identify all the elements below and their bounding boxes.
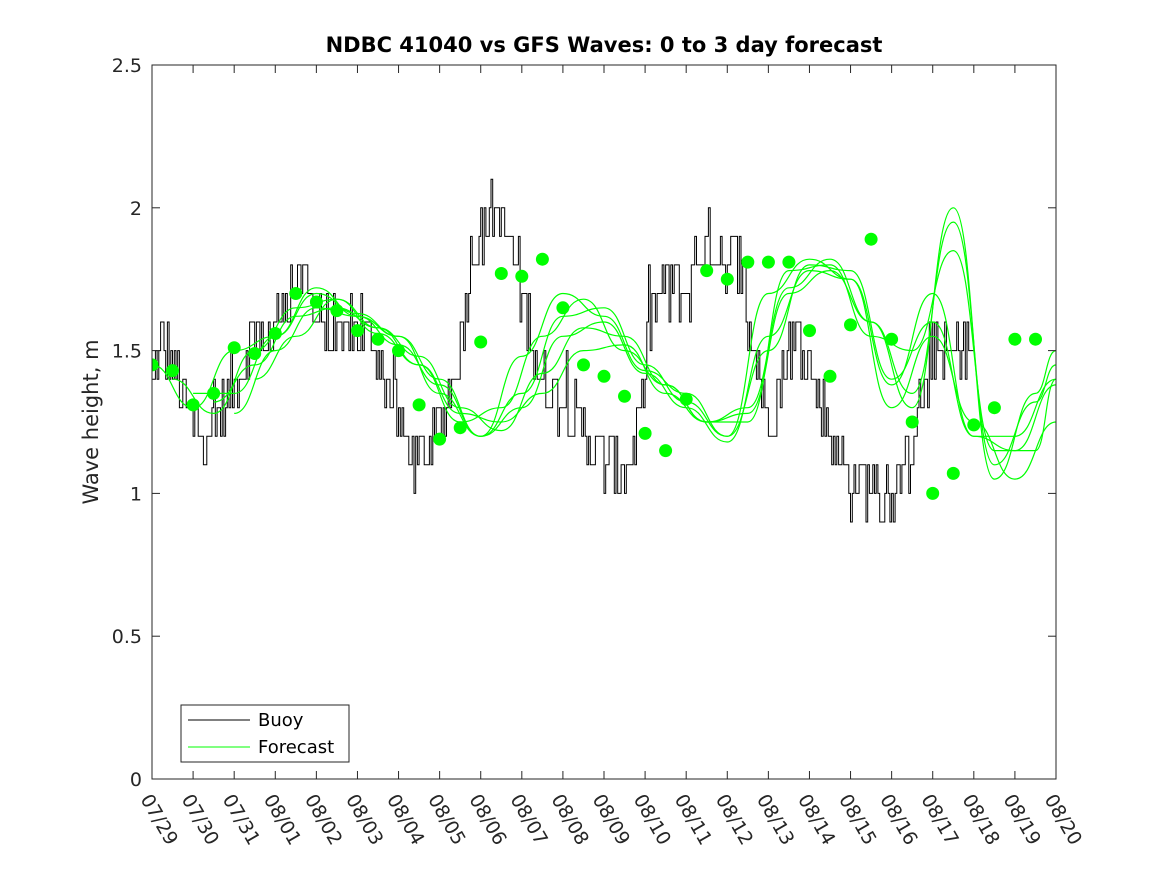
forecast-points (152, 232, 1042, 500)
y-tick-label: 1 (130, 483, 142, 505)
forecast-point (782, 255, 796, 269)
forecast-point (597, 369, 611, 383)
forecast-point (618, 389, 631, 403)
forecast-point (946, 466, 960, 480)
forecast-point (926, 486, 940, 500)
forecast-point (412, 398, 426, 412)
forecast-point (844, 318, 857, 332)
buoy-line (152, 178, 974, 523)
forecast-point (268, 327, 282, 340)
forecast-point (186, 398, 200, 412)
buoy-series (152, 178, 974, 523)
forecast-point (227, 341, 241, 355)
forecast-point (967, 418, 981, 432)
forecast-point (741, 255, 755, 269)
forecast-point (864, 232, 878, 246)
forecast-point (289, 287, 303, 300)
plot-area (151, 64, 1057, 780)
forecast-point (494, 267, 508, 280)
forecast-point (638, 426, 652, 440)
forecast-point (351, 324, 364, 338)
forecast-line (193, 264, 1056, 452)
y-axis-label: Wave height, m (79, 339, 103, 504)
legend-buoy-label: Buoy (258, 710, 304, 731)
legend-forecast-label: Forecast (258, 737, 334, 758)
forecast-point (433, 432, 447, 446)
forecast-point (700, 264, 714, 278)
y-tick-label: 1.5 (112, 341, 142, 363)
forecast-point (720, 272, 734, 286)
y-axis: 0 0.5 1 1.5 2 2.5 (112, 55, 1056, 791)
forecast-point (987, 401, 1001, 415)
forecast-point (761, 255, 775, 269)
forecast-point (309, 295, 323, 309)
forecast-point (823, 369, 837, 383)
y-tick-label: 2 (130, 198, 142, 220)
forecast-point (556, 301, 570, 315)
forecast-line (234, 269, 1056, 443)
forecast-point (474, 335, 488, 349)
forecast-point (207, 386, 221, 400)
forecast-line (152, 258, 1056, 480)
y-tick-label: 0 (130, 769, 142, 791)
forecast-point (152, 358, 159, 372)
forecast-line (254, 207, 1056, 480)
chart-title: NDBC 41040 vs GFS Waves: 0 to 3 day fore… (326, 33, 883, 57)
forecast-point (166, 364, 179, 378)
legend: Buoy Forecast (180, 704, 350, 763)
forecast-point (1008, 332, 1022, 346)
forecast-point (577, 358, 590, 372)
forecast-point (515, 269, 529, 283)
legend-box (180, 704, 350, 763)
forecast-point (1029, 332, 1042, 346)
forecast-point (453, 421, 467, 435)
forecast-point (330, 304, 344, 318)
forecast-point (535, 252, 549, 266)
y-tick-label: 2.5 (112, 55, 142, 77)
forecast-point (803, 324, 816, 338)
y-tick-label: 0.5 (112, 626, 142, 648)
forecast-point (392, 344, 405, 358)
forecast-point (371, 332, 385, 346)
forecast-point (679, 392, 693, 406)
forecast-point (659, 444, 673, 458)
forecast-point (248, 347, 262, 360)
forecast-point (905, 415, 919, 429)
forecast-point (885, 332, 899, 346)
